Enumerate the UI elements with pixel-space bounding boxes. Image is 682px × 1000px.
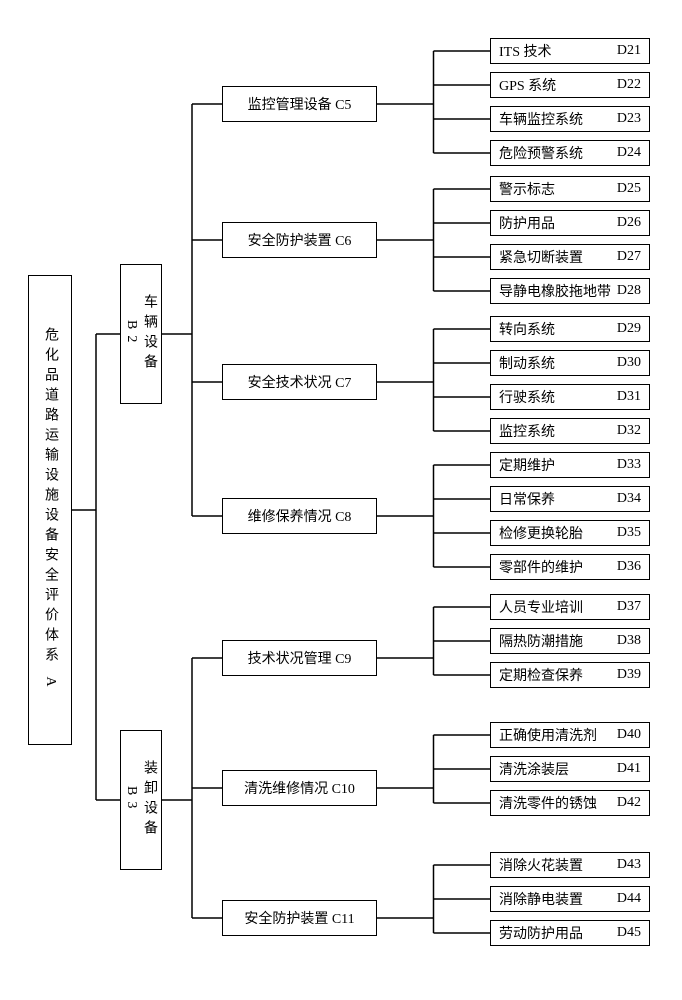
leaf-d26: 防护用品 D26 [490, 210, 650, 236]
root-label: 危化品道路运输设施设备安全评价体系 A [40, 327, 60, 693]
leaf-code: D43 [617, 857, 641, 873]
leaf-label: 零部件的维护 [499, 557, 583, 577]
leaf-label: 清洗涂装层 [499, 759, 569, 779]
leaf-d30: 制动系统 D30 [490, 350, 650, 376]
leaf-label: 人员专业培训 [499, 597, 583, 617]
leaf-label: 检修更换轮胎 [499, 523, 583, 543]
leaf-label: 定期检查保养 [499, 665, 583, 685]
c8-label: 维修保养情况 C8 [248, 506, 352, 526]
node-c11: 安全防护装置 C11 [222, 900, 377, 936]
leaf-code: D25 [617, 181, 641, 197]
node-c6: 安全防护装置 C6 [222, 222, 377, 258]
leaf-label: 制动系统 [499, 353, 555, 373]
leaf-d38: 隔热防潮措施 D38 [490, 628, 650, 654]
leaf-label: 日常保养 [499, 489, 555, 509]
leaf-d22: GPS 系统 D22 [490, 72, 650, 98]
leaf-label: 正确使用清洗剂 [499, 725, 597, 745]
leaf-code: D45 [617, 925, 641, 941]
leaf-label: 定期维护 [499, 455, 555, 475]
leaf-d40: 正确使用清洗剂 D40 [490, 722, 650, 748]
leaf-code: D24 [617, 145, 641, 161]
leaf-label: 转向系统 [499, 319, 555, 339]
leaf-label: 消除火花装置 [499, 855, 583, 875]
c5-label: 监控管理设备 C5 [248, 94, 352, 114]
leaf-label: 导静电橡胶拖地带 [499, 281, 611, 301]
b2-label: 车辆设备B2 [123, 294, 159, 374]
node-b3: 装卸设备B3 [120, 730, 162, 870]
leaf-label: 清洗零件的锈蚀 [499, 793, 597, 813]
leaf-code: D30 [617, 355, 641, 371]
node-c7: 安全技术状况 C7 [222, 364, 377, 400]
leaf-d33: 定期维护 D33 [490, 452, 650, 478]
leaf-d39: 定期检查保养 D39 [490, 662, 650, 688]
leaf-code: D37 [617, 599, 641, 615]
leaf-label: 警示标志 [499, 179, 555, 199]
leaf-label: 消除静电装置 [499, 889, 583, 909]
leaf-code: D41 [617, 761, 641, 777]
root-node: 危化品道路运输设施设备安全评价体系 A [28, 275, 72, 745]
leaf-d25: 警示标志 D25 [490, 176, 650, 202]
leaf-label: 监控系统 [499, 421, 555, 441]
leaf-d21: ITS 技术 D21 [490, 38, 650, 64]
leaf-code: D35 [617, 525, 641, 541]
node-c5: 监控管理设备 C5 [222, 86, 377, 122]
leaf-code: D29 [617, 321, 641, 337]
c6-label: 安全防护装置 C6 [248, 230, 352, 250]
leaf-d29: 转向系统 D29 [490, 316, 650, 342]
leaf-code: D22 [617, 77, 641, 93]
leaf-d28: 导静电橡胶拖地带 D28 [490, 278, 650, 304]
leaf-d31: 行驶系统 D31 [490, 384, 650, 410]
c10-label: 清洗维修情况 C10 [244, 778, 355, 798]
leaf-code: D36 [617, 559, 641, 575]
leaf-code: D42 [617, 795, 641, 811]
leaf-code: D33 [617, 457, 641, 473]
leaf-label: 紧急切断装置 [499, 247, 583, 267]
leaf-d44: 消除静电装置 D44 [490, 886, 650, 912]
leaf-code: D32 [617, 423, 641, 439]
c7-label: 安全技术状况 C7 [248, 372, 352, 392]
c11-label: 安全防护装置 C11 [244, 908, 354, 928]
node-b2: 车辆设备B2 [120, 264, 162, 404]
leaf-label: 危险预警系统 [499, 143, 583, 163]
leaf-label: 隔热防潮措施 [499, 631, 583, 651]
leaf-d24: 危险预警系统 D24 [490, 140, 650, 166]
node-c8: 维修保养情况 C8 [222, 498, 377, 534]
c9-label: 技术状况管理 C9 [248, 648, 352, 668]
leaf-d32: 监控系统 D32 [490, 418, 650, 444]
leaf-code: D27 [617, 249, 641, 265]
leaf-d43: 消除火花装置 D43 [490, 852, 650, 878]
leaf-d36: 零部件的维护 D36 [490, 554, 650, 580]
leaf-code: D44 [617, 891, 641, 907]
leaf-label: 防护用品 [499, 213, 555, 233]
leaf-d34: 日常保养 D34 [490, 486, 650, 512]
leaf-d41: 清洗涂装层 D41 [490, 756, 650, 782]
leaf-label: 劳动防护用品 [499, 923, 583, 943]
leaf-d23: 车辆监控系统 D23 [490, 106, 650, 132]
leaf-code: D23 [617, 111, 641, 127]
leaf-d42: 清洗零件的锈蚀 D42 [490, 790, 650, 816]
leaf-code: D28 [617, 283, 641, 299]
node-c9: 技术状况管理 C9 [222, 640, 377, 676]
leaf-label: 车辆监控系统 [499, 109, 583, 129]
leaf-code: D39 [617, 667, 641, 683]
leaf-code: D31 [617, 389, 641, 405]
leaf-code: D38 [617, 633, 641, 649]
leaf-d35: 检修更换轮胎 D35 [490, 520, 650, 546]
leaf-d37: 人员专业培训 D37 [490, 594, 650, 620]
leaf-code: D21 [617, 43, 641, 59]
leaf-d27: 紧急切断装置 D27 [490, 244, 650, 270]
leaf-label: ITS 技术 [499, 41, 552, 61]
leaf-label: 行驶系统 [499, 387, 555, 407]
leaf-code: D26 [617, 215, 641, 231]
leaf-label: GPS 系统 [499, 75, 556, 95]
leaf-d45: 劳动防护用品 D45 [490, 920, 650, 946]
leaf-code: D40 [617, 727, 641, 743]
b3-label: 装卸设备B3 [123, 760, 159, 840]
node-c10: 清洗维修情况 C10 [222, 770, 377, 806]
leaf-code: D34 [617, 491, 641, 507]
